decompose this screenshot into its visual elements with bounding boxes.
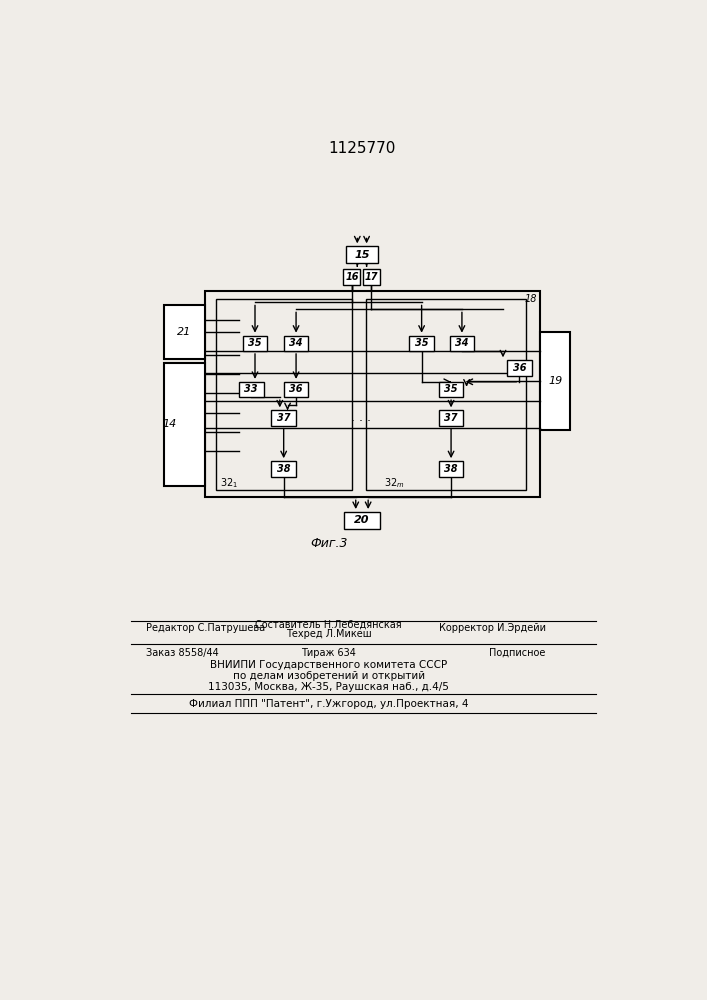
Bar	[438, 382, 464, 397]
Text: 33: 33	[245, 384, 258, 394]
Text: 34: 34	[289, 338, 303, 348]
Bar	[284, 382, 308, 397]
Text: Редактор С.Патрушева: Редактор С.Патрушева	[146, 623, 266, 633]
Bar	[346, 246, 378, 263]
Text: Корректор И.Эрдейи: Корректор И.Эрдейи	[438, 623, 546, 633]
Bar	[438, 461, 464, 477]
Text: Фиг.3: Фиг.3	[310, 537, 347, 550]
Text: Техред Л.Микеш: Техред Л.Микеш	[286, 629, 371, 639]
Bar	[438, 410, 464, 426]
Bar	[271, 461, 296, 477]
Text: 35: 35	[444, 384, 458, 394]
Text: ВНИИПИ Государственного комитета СССР: ВНИИПИ Государственного комитета СССР	[210, 660, 448, 670]
Bar	[450, 336, 474, 351]
Bar	[507, 360, 532, 376]
Bar	[163, 363, 204, 486]
Bar	[363, 269, 380, 285]
Text: по делам изобретений и открытий: по делам изобретений и открытий	[233, 671, 425, 681]
Text: 36: 36	[289, 384, 303, 394]
Text: 17: 17	[365, 272, 378, 282]
Text: 21: 21	[177, 327, 191, 337]
Text: 14: 14	[163, 419, 177, 429]
Text: Тираж 634: Тираж 634	[301, 648, 356, 658]
Text: 35: 35	[415, 338, 428, 348]
Text: 34: 34	[455, 338, 469, 348]
Bar	[344, 512, 380, 529]
Text: 16: 16	[345, 272, 358, 282]
Bar	[540, 332, 571, 430]
Text: . . .: . . .	[351, 411, 371, 424]
Text: 18: 18	[525, 294, 537, 304]
Bar	[204, 291, 540, 497]
Text: 113035, Москва, Ж-35, Раушская наб., д.4/5: 113035, Москва, Ж-35, Раушская наб., д.4…	[208, 682, 449, 692]
Text: 20: 20	[354, 515, 370, 525]
Text: 35: 35	[248, 338, 262, 348]
Text: 1125770: 1125770	[328, 141, 396, 156]
Bar	[239, 382, 264, 397]
Bar	[163, 305, 204, 359]
Bar	[284, 336, 308, 351]
Text: 37: 37	[444, 413, 458, 423]
Bar	[271, 410, 296, 426]
Bar	[366, 299, 526, 490]
Text: 19: 19	[548, 376, 563, 386]
Text: 38: 38	[444, 464, 458, 474]
Bar	[344, 269, 361, 285]
Text: Подписное: Подписное	[489, 648, 546, 658]
Bar	[216, 299, 352, 490]
Text: 38: 38	[277, 464, 291, 474]
Text: $32_1$: $32_1$	[221, 477, 238, 490]
Bar	[243, 336, 267, 351]
Text: Заказ 8558/44: Заказ 8558/44	[146, 648, 219, 658]
Text: 36: 36	[513, 363, 526, 373]
Text: $32_m$: $32_m$	[384, 477, 405, 490]
Text: 37: 37	[277, 413, 291, 423]
Text: Филиал ППП "Патент", г.Ужгород, ул.Проектная, 4: Филиал ППП "Патент", г.Ужгород, ул.Проек…	[189, 699, 468, 709]
Bar	[409, 336, 434, 351]
Text: Составитель Н.Лебедянская: Составитель Н.Лебедянская	[255, 620, 402, 630]
Text: 15: 15	[354, 250, 370, 260]
